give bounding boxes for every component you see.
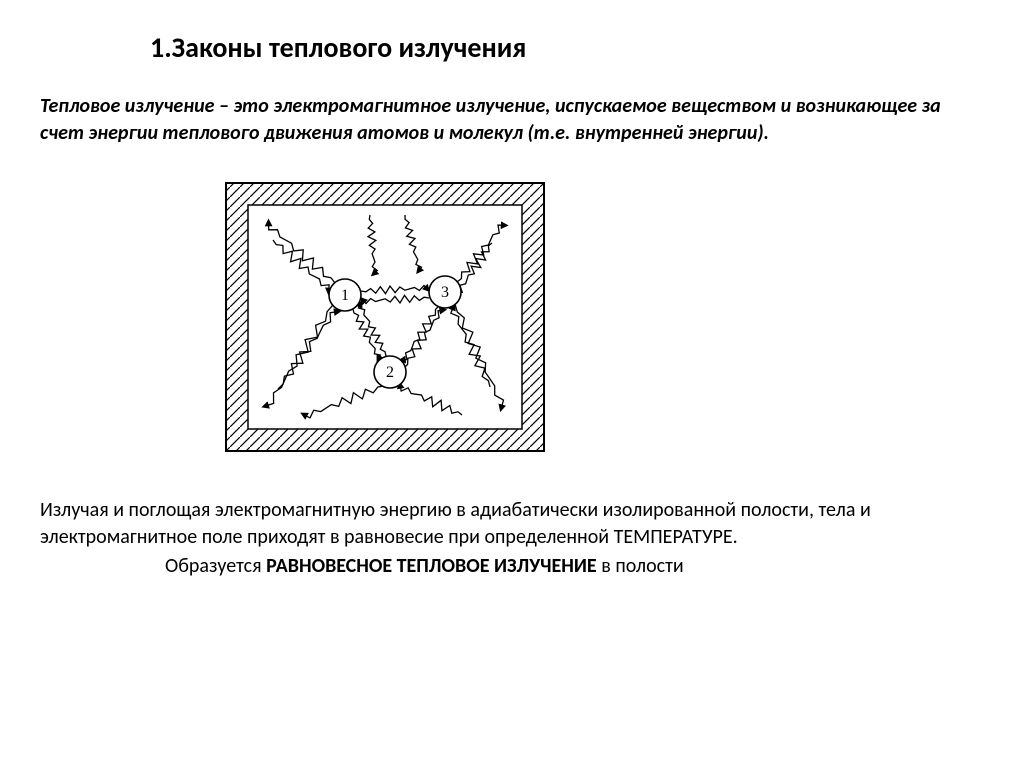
conclusion-pre: Образуется [165, 554, 266, 578]
svg-text:2: 2 [386, 364, 394, 381]
page-title: 1.Законы теплового излучения [150, 30, 984, 65]
definition-text: Тепловое излучение – это электромагнитно… [40, 93, 984, 147]
temperature-emph: ТЕМПЕРАТУРЕ. [614, 525, 738, 549]
svg-text:1: 1 [341, 287, 349, 304]
equilibrium-emph: РАВНОВЕСНОЕ ТЕПЛОВОЕ ИЗЛУЧЕНИЕ [266, 554, 597, 578]
explanation-paragraph: Излучая и поглощая электромагнитную энер… [40, 497, 984, 551]
conclusion-paragraph: Образуется РАВНОВЕСНОЕ ТЕПЛОВОЕ ИЗЛУЧЕНИ… [165, 553, 984, 580]
conclusion-post: в полости [597, 554, 684, 578]
explanation-text: Излучая и поглощая электромагнитную энер… [40, 498, 871, 549]
cavity-diagram: 1 2 3 [220, 177, 984, 462]
svg-text:3: 3 [441, 284, 449, 301]
